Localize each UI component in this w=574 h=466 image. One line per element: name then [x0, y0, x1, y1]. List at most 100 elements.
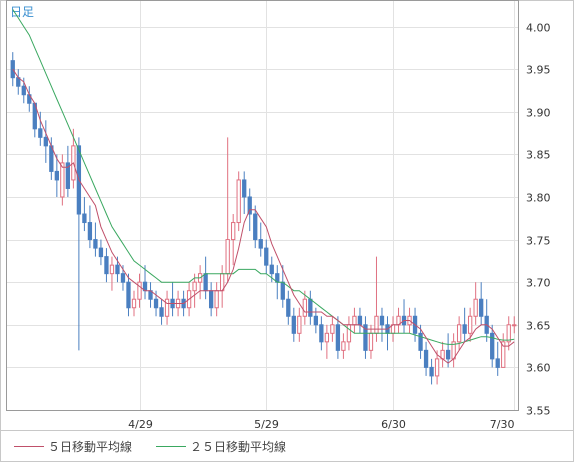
candle-body-up [192, 281, 197, 292]
candle-body-up [297, 315, 302, 334]
candle-body-down [495, 358, 500, 368]
candle-body-up [330, 324, 335, 334]
candle-body-down [21, 85, 26, 96]
candle-body-down [258, 239, 263, 249]
candle-body-down [43, 136, 48, 147]
candle-body-up [341, 341, 346, 351]
candle [341, 333, 346, 359]
candle [236, 171, 241, 232]
candle [512, 316, 517, 334]
candle-body-up [512, 324, 517, 327]
candle-body-down [308, 298, 313, 317]
candle [286, 290, 291, 325]
candle-body-down [286, 298, 291, 317]
candle [264, 239, 269, 274]
candle-body-up [214, 290, 219, 309]
candle [10, 52, 15, 87]
candle-body-up [164, 298, 170, 317]
candle [258, 222, 263, 257]
candle [104, 248, 109, 283]
candle-body-down [242, 179, 247, 198]
candle-body-down [280, 281, 285, 300]
candle-body-down [379, 315, 385, 326]
candle-body-up [374, 315, 379, 334]
candle-body-down [65, 162, 71, 189]
candle [495, 341, 500, 376]
moving-averages [12, 9, 515, 364]
candle [423, 341, 429, 376]
candle-body-down [93, 239, 98, 249]
candle-body-down [445, 349, 451, 360]
candle [324, 324, 330, 359]
candle-body-down [319, 324, 324, 343]
candle [479, 282, 484, 325]
candle-body-up [302, 298, 307, 317]
candle-body-up [225, 239, 230, 275]
candle-body-down [82, 213, 87, 224]
candle [506, 316, 511, 351]
candle [418, 324, 423, 359]
x-axis-ticks: 4/29 5/29 6/30 7/30 [128, 418, 514, 431]
candle [429, 358, 434, 385]
candle [43, 120, 48, 163]
candle-body-down [38, 128, 43, 138]
candle [434, 350, 440, 385]
x-tick-label: 5/29 [254, 418, 279, 431]
candle-body-down [291, 315, 296, 334]
candle [131, 290, 137, 317]
candle-body-up [434, 358, 440, 377]
candle-body-down [357, 315, 363, 326]
candle [468, 307, 473, 342]
candle [291, 307, 296, 342]
candle [231, 214, 236, 266]
candle [242, 171, 247, 215]
candle-body-down [335, 324, 341, 351]
candle [253, 205, 258, 249]
candle-body-up [368, 332, 374, 351]
candle-body-down [98, 247, 104, 258]
candle-body-up [137, 281, 142, 300]
candle-body-up [506, 324, 511, 343]
candle [60, 154, 65, 206]
candle-body-down [313, 315, 319, 326]
candle [98, 239, 104, 266]
candle [159, 299, 164, 325]
candle-body-up [501, 341, 506, 368]
candle [462, 307, 467, 342]
candle [126, 273, 131, 317]
candle [192, 273, 197, 308]
candle [445, 333, 451, 368]
candle-body-down [54, 170, 59, 181]
candle-body-down [208, 290, 214, 309]
candle [82, 196, 87, 232]
period-label: 日足 [10, 5, 34, 19]
y-tick-label: 3.85 [526, 149, 551, 162]
candle [109, 256, 115, 291]
candle-body-down [159, 307, 164, 317]
candle-body-down [87, 222, 93, 241]
candle-body-down [115, 264, 120, 275]
candle-body-down [247, 196, 252, 215]
legend-label-ma25: ２５日移動平均線 [190, 439, 286, 454]
candle-body-down [363, 324, 368, 351]
legend-label-ma5: ５日移動平均線 [48, 439, 132, 454]
candle [363, 316, 368, 359]
ma25-line [12, 9, 515, 345]
candle-body-down [264, 247, 269, 266]
candle-body-down [253, 213, 258, 241]
candle-body-up [346, 324, 352, 343]
candle-body-down [490, 332, 495, 360]
candle-body-down [462, 324, 467, 334]
candle-body-up [109, 264, 115, 275]
candle [93, 222, 98, 257]
ma5-line [12, 68, 515, 364]
candle [38, 111, 43, 146]
candle [137, 273, 142, 308]
y-tick-label: 3.95 [526, 64, 551, 77]
candle-body-down [104, 256, 109, 275]
y-axis-ticks: 4.00 3.95 3.90 3.85 3.80 3.75 3.70 3.65 3.60 3.55 [526, 22, 551, 418]
candle [319, 316, 324, 351]
